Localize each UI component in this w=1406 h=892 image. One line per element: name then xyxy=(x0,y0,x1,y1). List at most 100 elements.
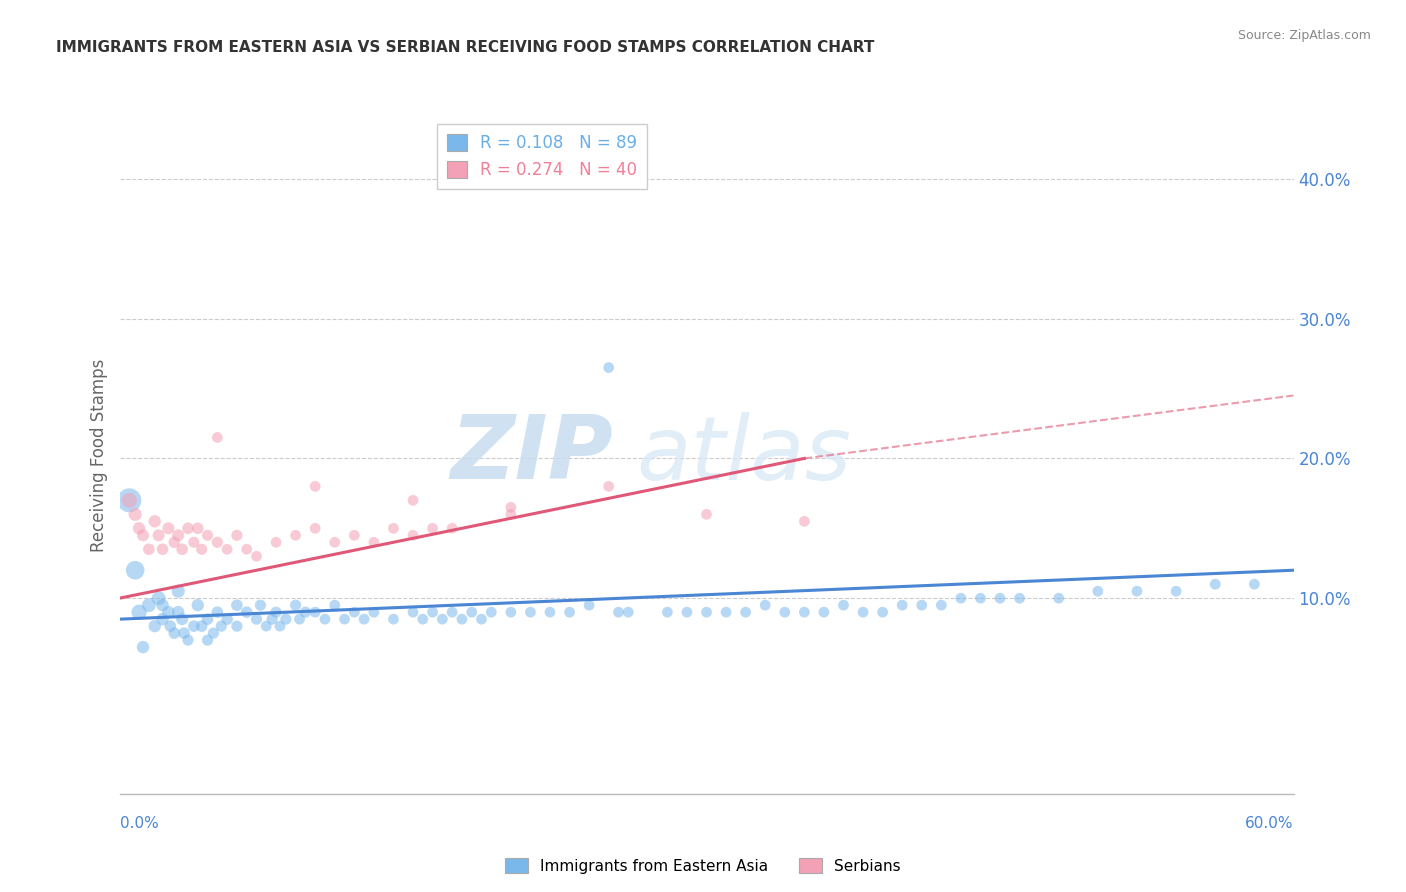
Point xyxy=(813,605,835,619)
Point xyxy=(173,626,195,640)
Legend: R = 0.108   N = 89, R = 0.274   N = 40: R = 0.108 N = 89, R = 0.274 N = 40 xyxy=(437,124,647,189)
Point xyxy=(412,612,434,626)
Point xyxy=(441,605,464,619)
Point xyxy=(734,605,756,619)
Point xyxy=(118,493,141,508)
Point xyxy=(245,612,267,626)
Point xyxy=(988,591,1011,606)
Point xyxy=(323,598,346,612)
Point xyxy=(235,542,257,557)
Point xyxy=(152,612,174,626)
Point xyxy=(148,591,170,606)
Point xyxy=(1126,584,1149,599)
Point xyxy=(245,549,267,564)
Point xyxy=(333,612,356,626)
Point xyxy=(284,528,307,542)
Point xyxy=(157,605,180,619)
Point xyxy=(288,612,311,626)
Point xyxy=(754,598,776,612)
Point xyxy=(197,633,219,648)
Legend: Immigrants from Eastern Asia, Serbians: Immigrants from Eastern Asia, Serbians xyxy=(499,852,907,880)
Point xyxy=(183,535,205,549)
Point xyxy=(793,514,815,528)
Text: Source: ZipAtlas.com: Source: ZipAtlas.com xyxy=(1237,29,1371,42)
Point xyxy=(167,584,190,599)
Point xyxy=(931,598,953,612)
Point xyxy=(167,605,190,619)
Point xyxy=(294,605,316,619)
Point xyxy=(207,535,229,549)
Point xyxy=(598,479,620,493)
Point xyxy=(157,521,180,535)
Point xyxy=(225,598,249,612)
Point xyxy=(793,605,815,619)
Point xyxy=(187,598,209,612)
Point xyxy=(1008,591,1031,606)
Point xyxy=(143,619,166,633)
Point xyxy=(190,619,212,633)
Point xyxy=(519,605,541,619)
Point xyxy=(382,612,405,626)
Point xyxy=(225,619,249,633)
Point xyxy=(269,619,291,633)
Point xyxy=(832,598,855,612)
Point xyxy=(343,528,366,542)
Text: 0.0%: 0.0% xyxy=(120,816,159,831)
Point xyxy=(696,605,718,619)
Point xyxy=(187,521,209,535)
Point xyxy=(143,514,166,528)
Text: 60.0%: 60.0% xyxy=(1246,816,1294,831)
Point xyxy=(118,493,141,508)
Point xyxy=(254,619,277,633)
Point xyxy=(617,605,640,619)
Point xyxy=(470,612,492,626)
Point xyxy=(148,528,170,542)
Point xyxy=(432,612,454,626)
Point xyxy=(159,619,181,633)
Point xyxy=(202,626,225,640)
Point xyxy=(402,493,425,508)
Point xyxy=(323,535,346,549)
Point xyxy=(152,598,174,612)
Point xyxy=(460,605,484,619)
Point xyxy=(190,542,212,557)
Point xyxy=(891,598,914,612)
Point xyxy=(264,605,287,619)
Point xyxy=(1087,584,1109,599)
Point xyxy=(363,535,385,549)
Point xyxy=(167,528,190,542)
Point xyxy=(949,591,972,606)
Point xyxy=(1204,577,1226,591)
Point xyxy=(304,521,326,535)
Point xyxy=(343,605,366,619)
Point xyxy=(538,605,561,619)
Point xyxy=(177,633,200,648)
Point xyxy=(1243,577,1265,591)
Point xyxy=(274,612,297,626)
Point xyxy=(225,528,249,542)
Point xyxy=(138,598,160,612)
Point xyxy=(402,528,425,542)
Point xyxy=(773,605,796,619)
Point xyxy=(172,542,194,557)
Point xyxy=(499,508,522,522)
Point xyxy=(353,612,375,626)
Text: atlas: atlas xyxy=(636,412,851,498)
Point xyxy=(314,612,336,626)
Y-axis label: Receiving Food Stamps: Receiving Food Stamps xyxy=(90,359,108,551)
Point xyxy=(402,605,425,619)
Point xyxy=(235,605,257,619)
Point xyxy=(911,598,934,612)
Point xyxy=(163,535,186,549)
Point xyxy=(1047,591,1070,606)
Point xyxy=(132,640,155,654)
Point xyxy=(676,605,699,619)
Point xyxy=(207,430,229,444)
Point xyxy=(217,542,239,557)
Point xyxy=(262,612,284,626)
Point xyxy=(1166,584,1188,599)
Point xyxy=(132,528,155,542)
Point xyxy=(441,521,464,535)
Point xyxy=(128,605,150,619)
Point xyxy=(183,619,205,633)
